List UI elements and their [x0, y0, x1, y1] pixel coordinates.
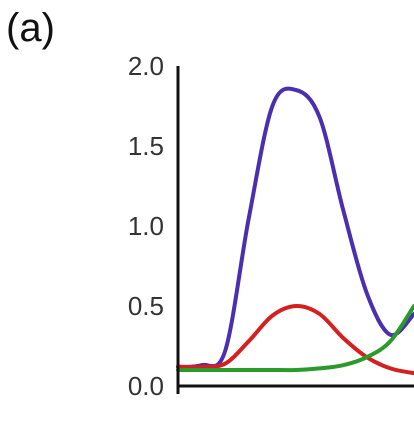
y-tick-labels: 0.0 0.5 1.0 1.5 2.0 — [128, 51, 164, 401]
series-line-green — [176, 304, 414, 373]
y-tick-label: 2.0 — [128, 51, 164, 81]
series-lines — [176, 86, 414, 376]
y-tick-label: 1.0 — [128, 211, 164, 241]
panel-label: (a) — [6, 6, 55, 50]
series-line-blue — [176, 86, 414, 369]
y-tick-label: 0.5 — [128, 291, 164, 321]
y-tick-label: 0.0 — [128, 371, 164, 401]
series-line-red — [176, 303, 414, 376]
y-tick-label: 1.5 — [128, 131, 164, 161]
